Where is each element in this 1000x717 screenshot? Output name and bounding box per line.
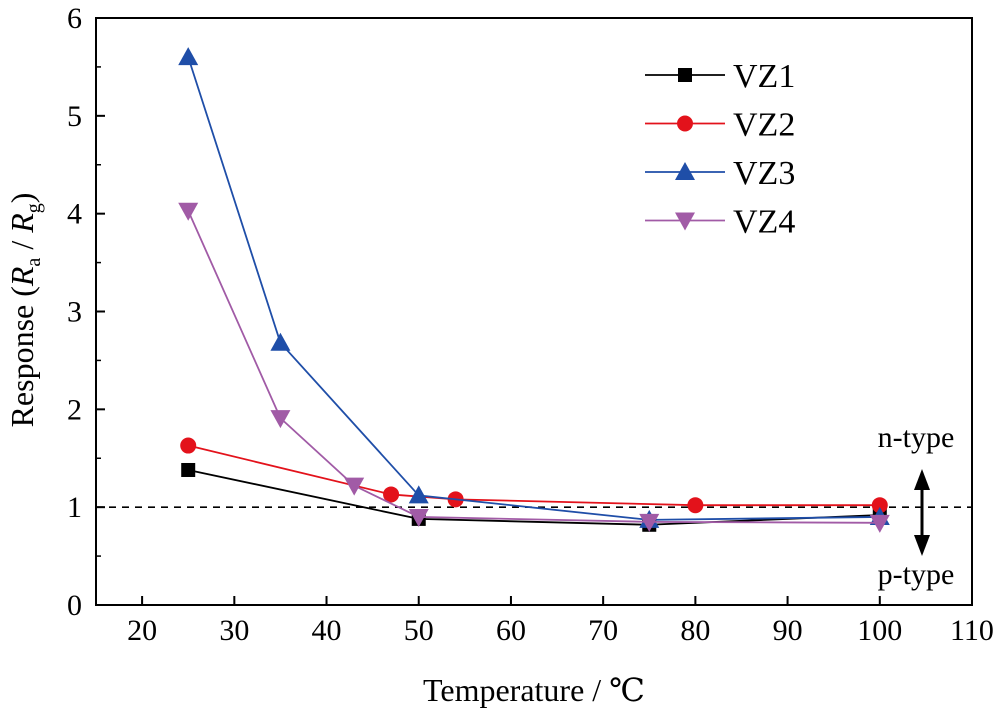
data-point	[270, 332, 291, 351]
x-tick-label: 30	[219, 614, 249, 647]
series-layer	[178, 47, 890, 533]
x-tick-label: 50	[404, 614, 434, 647]
y-tick-label: 3	[67, 296, 82, 329]
data-point	[383, 486, 400, 503]
series-line	[187, 444, 880, 507]
legend-label: VZ1	[733, 58, 795, 95]
series-vz4	[178, 202, 890, 533]
p-type-annotation: p-type	[878, 558, 955, 591]
x-tick-label: 20	[127, 614, 157, 647]
y-tick-label: 1	[67, 491, 82, 524]
legend-label: VZ4	[733, 204, 795, 241]
series-line	[188, 469, 880, 526]
data-point	[408, 508, 429, 527]
legend-marker	[675, 162, 695, 180]
data-point	[181, 462, 196, 477]
data-point	[869, 514, 890, 533]
y-tick-label: 5	[67, 100, 82, 133]
y-tick-label: 6	[67, 2, 82, 35]
data-point	[178, 47, 199, 66]
legend-item: VZ1	[645, 58, 795, 95]
x-tick-label: 90	[773, 614, 803, 647]
x-tick-label: 70	[588, 614, 618, 647]
n-type-annotation: n-type	[878, 421, 955, 454]
legend-marker	[678, 68, 692, 82]
y-axis-label: Response (Ra / Rg)	[4, 193, 45, 428]
data-point	[687, 497, 704, 514]
ticks-layer: 20 30 40 50 60 70 80 90 100 110 0 1 2 3 4 5 6	[67, 2, 994, 647]
legend-item: VZ4	[645, 204, 795, 241]
double-arrow-icon	[914, 469, 930, 556]
x-tick-label: 100	[857, 614, 902, 647]
legend-marker	[675, 212, 695, 231]
series-vz1	[181, 462, 887, 532]
x-tick-label: 110	[950, 614, 994, 647]
legend: VZ1 VZ2 VZ3 VZ4	[645, 58, 795, 241]
data-point	[178, 202, 199, 221]
legend-label: VZ2	[733, 107, 795, 144]
data-point	[639, 513, 660, 532]
data-point	[408, 485, 429, 504]
data-point	[180, 437, 197, 454]
y-tick-label: 2	[67, 393, 82, 426]
legend-marker	[677, 115, 693, 132]
x-tick-label: 80	[680, 614, 710, 647]
y-tick-label: 4	[67, 198, 82, 231]
y-tick-label: 0	[67, 589, 82, 622]
x-tick-label: 60	[496, 614, 526, 647]
data-point	[344, 477, 365, 496]
legend-item: VZ3	[645, 155, 795, 192]
data-point	[871, 497, 888, 514]
legend-item: VZ2	[645, 107, 795, 144]
legend-label: VZ3	[733, 155, 795, 192]
series-vz2	[180, 437, 888, 514]
series-line	[187, 210, 880, 524]
x-tick-label: 40	[312, 614, 342, 647]
x-axis-label: Temperature / ℃	[423, 672, 645, 708]
data-point	[270, 410, 291, 429]
